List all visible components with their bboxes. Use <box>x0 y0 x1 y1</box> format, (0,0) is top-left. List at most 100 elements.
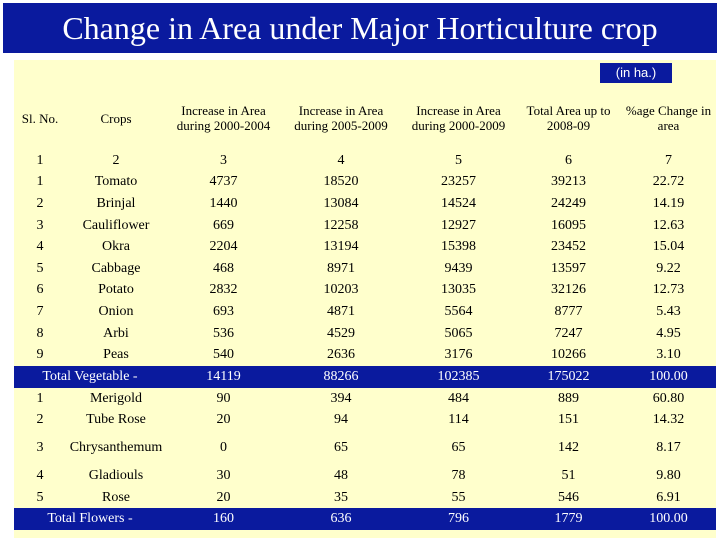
crop-name: Chrysanthemum <box>69 440 163 456</box>
increase-2005-2009: 88266 <box>281 365 401 388</box>
total-area: 23452 <box>551 239 586 255</box>
vegetable-row: 9 Peas 540 2636 3176 10266 3.10 <box>14 344 716 366</box>
increase-2005-2009: 8971 <box>327 260 355 276</box>
increase-2005-2009: 18520 <box>323 174 359 190</box>
column-number-row: 1 2 3 4 5 6 7 <box>14 150 716 172</box>
increase-2005-2009: 13084 <box>323 195 359 211</box>
total-label: Total Flowers - <box>14 508 166 531</box>
flower-row: 3 Chrysanthemum 0 65 65 142 8.17 <box>14 431 716 465</box>
vegetable-row: 1 Tomato 4737 18520 23257 39213 22.72 <box>14 172 716 194</box>
column-number: 4 <box>337 152 345 168</box>
crop-name: Okra <box>102 239 130 255</box>
crop-name: Merigold <box>89 390 143 406</box>
percent-change: 9.22 <box>656 260 681 276</box>
crop-name: Rose <box>102 489 130 505</box>
increase-2000-2009: 78 <box>451 467 466 483</box>
total-area: 32126 <box>551 282 586 298</box>
increase-2005-2009: 4529 <box>327 325 355 341</box>
increase-2000-2004: 2832 <box>209 282 238 298</box>
increase-2005-2009: 12258 <box>323 217 359 233</box>
increase-2000-2004: 468 <box>213 260 234 276</box>
percent-change: 60.80 <box>652 390 685 406</box>
increase-2000-2009: 3176 <box>444 347 473 363</box>
crop-name: Peas <box>103 347 129 363</box>
table-background <box>14 60 716 538</box>
crop-name: Onion <box>98 303 134 319</box>
increase-2000-2009: 15398 <box>441 239 476 255</box>
vegetable-row: 6 Potato 2832 10203 13035 32126 12.73 <box>14 280 716 302</box>
sl-no: 5 <box>36 260 44 276</box>
increase-2000-2004: 20 <box>216 489 231 505</box>
increase-2000-2009: 55 <box>451 489 466 505</box>
sl-no: 2 <box>36 195 44 211</box>
increase-2005-2009: 636 <box>281 508 401 531</box>
increase-2000-2009: 12927 <box>441 217 476 233</box>
increase-2000-2004: 540 <box>213 347 234 363</box>
total-area: 142 <box>558 440 579 456</box>
total-area: 889 <box>558 390 579 406</box>
increase-2005-2009: 65 <box>334 440 348 456</box>
increase-2000-2004: 693 <box>213 303 234 319</box>
increase-2000-2009: 102385 <box>401 365 516 388</box>
crop-name: Arbi <box>103 325 129 341</box>
percent-change: 12.73 <box>652 282 685 298</box>
sl-no: 8 <box>36 325 44 341</box>
percent-change: 15.04 <box>652 239 685 255</box>
increase-2000-2004: 30 <box>216 467 231 483</box>
sl-no: 1 <box>36 174 44 190</box>
percent-change: 4.95 <box>656 325 681 341</box>
crop-name: Tube Rose <box>86 412 146 428</box>
column-number: 3 <box>220 152 227 168</box>
increase-2000-2004: 669 <box>213 217 234 233</box>
increase-2005-2009: 10203 <box>323 282 359 298</box>
percent-change: 100.00 <box>621 508 716 531</box>
column-number: 7 <box>665 152 672 168</box>
percent-change: 100.00 <box>621 365 716 388</box>
header-crops: Crops <box>100 110 132 126</box>
percent-change: 3.10 <box>656 347 681 363</box>
increase-2005-2009: 2636 <box>327 347 355 363</box>
crop-name: Cauliflower <box>82 217 150 233</box>
percent-change: 22.72 <box>652 174 685 190</box>
total-area: 1779 <box>516 508 621 531</box>
sl-no: 4 <box>36 467 44 483</box>
crop-name: Gladiouls <box>88 467 144 483</box>
vegetable-row: 5 Cabbage 468 8971 9439 13597 9.22 <box>14 258 716 280</box>
total-area: 16095 <box>551 217 586 233</box>
horticulture-table: Sl. No. Crops Increase in Area during 20… <box>14 86 716 531</box>
header-percent-change: %age Change in area <box>625 103 712 133</box>
sl-no: 9 <box>36 347 44 363</box>
increase-2005-2009: 94 <box>334 412 348 428</box>
total-area: 7247 <box>554 325 583 341</box>
sl-no: 5 <box>36 489 44 505</box>
column-number: 1 <box>36 152 44 168</box>
page-title: Change in Area under Major Horticulture … <box>3 3 717 53</box>
increase-2005-2009: 48 <box>334 467 348 483</box>
sl-no: 4 <box>36 239 44 255</box>
increase-2000-2004: 0 <box>220 440 227 456</box>
total-area: 546 <box>558 489 579 505</box>
column-number: 5 <box>455 152 462 168</box>
sl-no: 7 <box>36 303 44 319</box>
flower-row: 5 Rose 20 35 55 546 6.91 <box>14 487 716 509</box>
increase-2000-2009: 484 <box>448 390 469 406</box>
header-increase-2005-2009: Increase in Area during 2005-2009 <box>294 103 388 133</box>
increase-2000-2009: 5065 <box>444 325 473 341</box>
percent-change: 5.43 <box>656 303 681 319</box>
vegetable-row: 2 Brinjal 1440 13084 14524 24249 14.19 <box>14 193 716 215</box>
unit-badge: (in ha.) <box>600 63 672 83</box>
header-total-area: Total Area up to 2008-09 <box>526 103 611 133</box>
total-area: 175022 <box>516 365 621 388</box>
increase-2000-2009: 5564 <box>444 303 473 319</box>
total-area: 10266 <box>551 347 586 363</box>
flower-row: 4 Gladiouls 30 48 78 51 9.80 <box>14 465 716 487</box>
increase-2000-2004: 90 <box>216 390 231 406</box>
percent-change: 14.32 <box>652 412 685 428</box>
increase-2000-2004: 14119 <box>166 365 281 388</box>
vegetable-row: 8 Arbi 536 4529 5065 7247 4.95 <box>14 323 716 345</box>
total-label: Total Vegetable - <box>14 365 166 388</box>
total-area: 13597 <box>551 260 586 276</box>
increase-2000-2009: 9439 <box>444 260 473 276</box>
header-increase-2000-2004: Increase in Area during 2000-2004 <box>176 103 271 133</box>
header-increase-2000-2009: Increase in Area during 2000-2009 <box>411 103 506 133</box>
